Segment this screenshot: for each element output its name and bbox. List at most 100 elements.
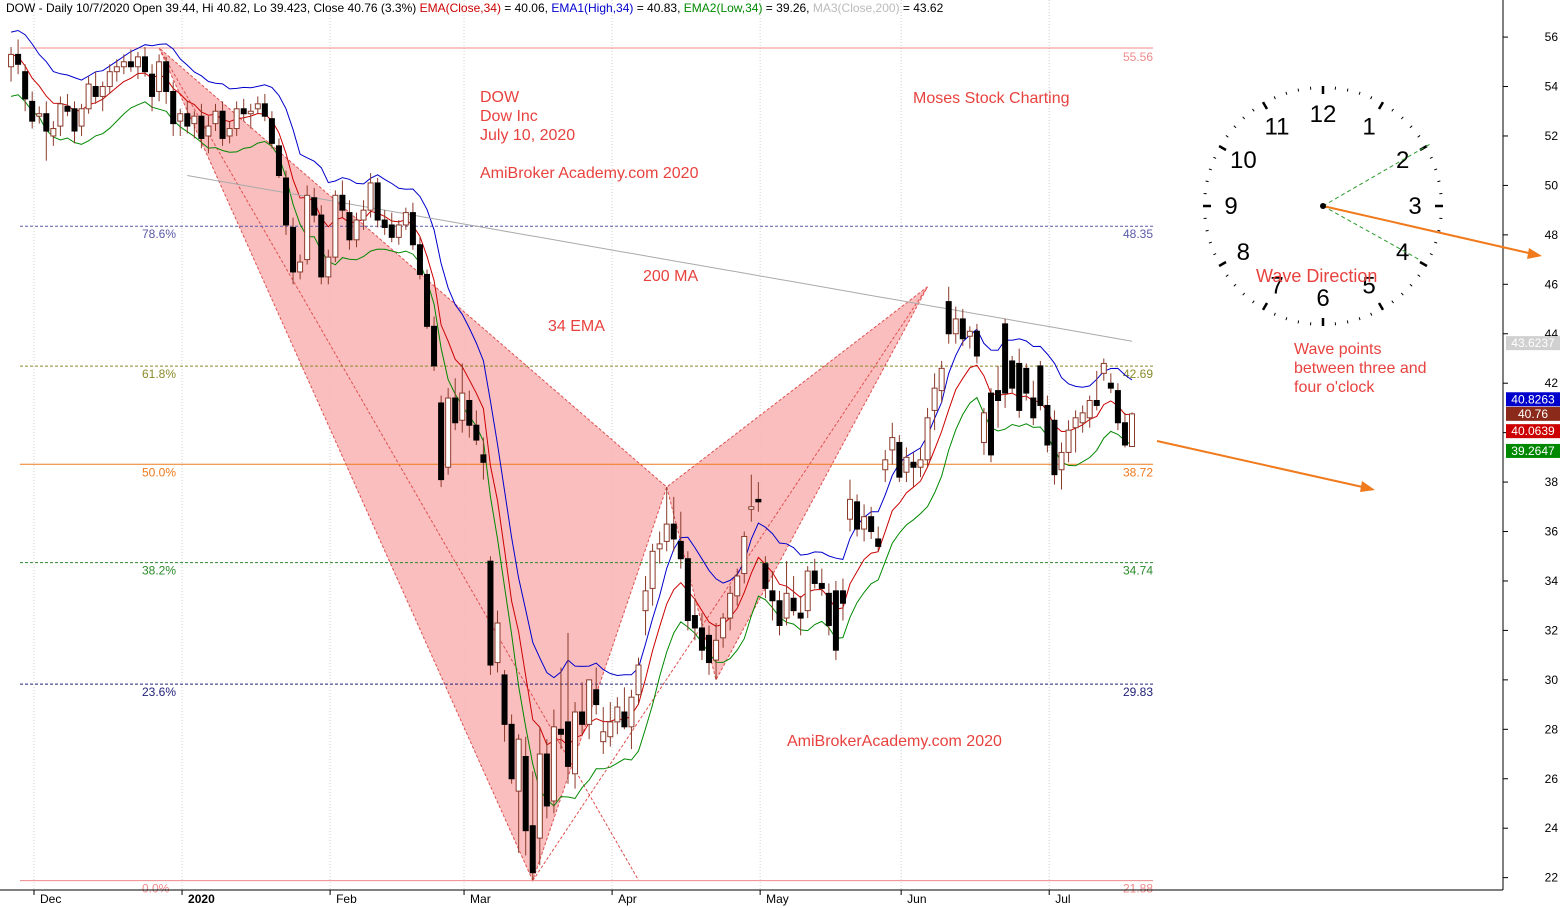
candle-body-down: [508, 723, 515, 780]
candle-body-up: [550, 726, 557, 802]
candle: [212, 103, 219, 132]
candle-body-up: [917, 459, 924, 468]
candle: [360, 200, 367, 230]
candle: [424, 269, 430, 329]
y-tick-label: 30: [1545, 673, 1559, 687]
candle-body-down: [240, 108, 247, 115]
candle: [332, 190, 339, 263]
candle-body-down: [988, 392, 994, 456]
candle: [395, 220, 402, 245]
candle-body-down: [839, 590, 846, 604]
y-tick-label: 26: [1545, 772, 1559, 786]
candle: [649, 543, 656, 606]
clock-tick: [1242, 116, 1246, 120]
clock-tick: [1261, 101, 1269, 110]
candle: [346, 200, 353, 250]
candle: [825, 583, 832, 636]
candle: [163, 56, 170, 104]
clock-tick: [1208, 168, 1212, 171]
candle: [663, 487, 670, 552]
wave-points-line-3: four o'clock: [1294, 379, 1375, 396]
candle-body-up: [572, 711, 579, 775]
candle-body-down: [22, 71, 29, 100]
candle: [64, 93, 71, 117]
clock-tick: [1225, 274, 1229, 277]
candle: [494, 610, 501, 673]
candle-body-down: [825, 592, 832, 626]
y-tick-label: 32: [1545, 623, 1559, 637]
clock-tick: [1417, 274, 1421, 277]
candle-body-down: [1002, 323, 1009, 394]
candle-body-up: [459, 392, 466, 421]
candle-body-down: [854, 501, 861, 530]
y-tick-label: 48: [1545, 228, 1559, 242]
candle: [762, 556, 769, 599]
candle-body-down: [896, 442, 903, 478]
candle-body-down: [43, 113, 50, 132]
candle-body-down: [832, 590, 839, 651]
clock-tick: [1273, 96, 1276, 100]
candle-body-up: [642, 590, 649, 612]
candle-body-up: [177, 113, 184, 122]
clock-number: 11: [1265, 113, 1290, 140]
candle-body-up: [889, 437, 896, 451]
price-badge-bg: [1506, 443, 1560, 458]
candle-body-down: [424, 273, 430, 327]
candle: [1093, 370, 1100, 411]
candle-body-down: [868, 516, 875, 533]
candle: [832, 580, 839, 661]
candle-body-up: [741, 535, 748, 575]
candle: [868, 506, 875, 539]
candle: [1079, 405, 1086, 433]
candle-body-down: [466, 400, 473, 426]
candle-body-down: [691, 615, 698, 629]
x-axis: Dec 2020 Feb Mar Apr May Jun Jul: [33, 890, 1071, 906]
candle: [233, 101, 240, 136]
candle-body-up: [106, 71, 113, 88]
candle: [522, 736, 529, 856]
candle-body-up: [734, 575, 741, 597]
candle: [811, 558, 818, 589]
candle: [120, 54, 127, 75]
candle: [741, 531, 748, 584]
header-ema1-label: EMA1(High,34): [551, 1, 633, 15]
candle: [543, 739, 550, 819]
ema-high-line: [10, 29, 1133, 679]
candle: [466, 390, 473, 438]
candle-body-up: [586, 679, 593, 725]
clock-tick: [1205, 229, 1209, 232]
wave-points-line-2: between three and: [1294, 360, 1427, 377]
clock-tick: [1391, 300, 1394, 304]
candle-body-down: [790, 597, 797, 612]
candle-body-up: [649, 550, 656, 589]
clock-tick: [1252, 300, 1255, 304]
price-badge-text: 39.2647: [1511, 444, 1555, 458]
candle: [839, 578, 846, 621]
candle-body-up: [931, 387, 938, 411]
clock-tick: [1370, 96, 1373, 100]
candle: [304, 185, 311, 265]
candle-body-up: [938, 367, 945, 392]
candle: [959, 309, 966, 347]
header-ema-label: EMA(Close,34): [420, 1, 501, 15]
header-line: DOW - Daily 10/7/2020 Open 39.44, Hi 40.…: [6, 1, 944, 15]
candle-body-up: [494, 622, 501, 664]
clock-tick: [1377, 101, 1385, 110]
candle: [508, 714, 515, 784]
fib-value-label: 34.74: [1123, 564, 1153, 578]
candle: [980, 407, 987, 455]
fib-value-label: 21.88: [1123, 882, 1153, 896]
candle-body-up: [325, 256, 332, 278]
candle: [374, 178, 381, 228]
clock-tick: [1346, 88, 1349, 92]
candle-body-up: [205, 125, 212, 137]
candle: [706, 625, 712, 675]
candle-body-up: [607, 721, 614, 738]
candle-body-up: [882, 459, 889, 471]
price-badge-text: 40.76: [1518, 407, 1548, 421]
candle: [275, 138, 282, 178]
candle-body-down: [593, 689, 600, 706]
candle: [854, 494, 861, 537]
clock-number: 4: [1396, 239, 1409, 266]
